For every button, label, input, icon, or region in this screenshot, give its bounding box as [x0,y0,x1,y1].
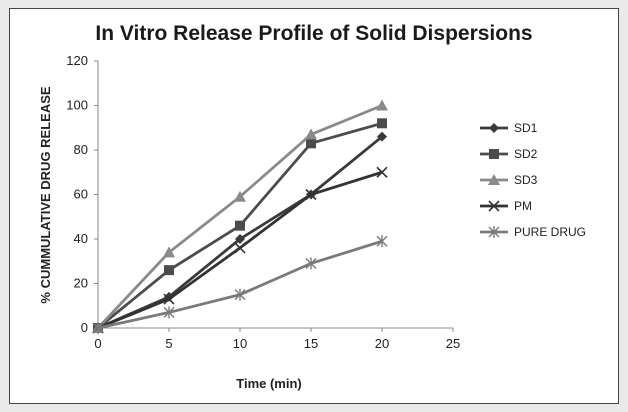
legend-label: SD2 [514,147,538,161]
legend-label: SD3 [514,173,538,187]
legend-item-pm: PM [480,199,532,213]
legend-marker [488,174,500,185]
y-tick-label: 20 [74,276,88,291]
data-point-pure-drug [376,235,388,248]
data-point-sd3 [376,99,388,111]
data-point-sd3 [163,246,175,258]
x-tick-label: 15 [304,336,318,351]
legend-item-sd1: SD1 [480,121,538,135]
x-tick-label: 5 [165,336,172,351]
data-point-pm [376,166,388,178]
x-tick-label: 0 [94,336,101,351]
data-point-pure-drug [305,257,317,270]
axes [94,60,454,332]
series-pure-drug [92,235,388,334]
data-point-pure-drug [234,288,246,301]
legend-marker [488,200,500,212]
y-tick-label: 120 [66,53,88,68]
data-point-pure-drug [163,306,175,319]
data-point-sd1 [377,131,387,142]
legend: SD1 SD2 SD3 PM PURE DRUG [480,121,586,239]
y-tick-label: 40 [74,231,88,246]
data-point-sd2 [164,265,174,276]
chart-title: In Vitro Release Profile of Solid Disper… [95,22,533,45]
plot-area [92,99,388,334]
y-tick-label: 100 [66,98,88,113]
legend-item-sd3: SD3 [480,173,538,187]
data-point-sd2 [377,118,387,129]
tick-labels: 0 20 40 60 80 100 120 0 5 10 15 20 25 [66,53,460,351]
x-tick-label: 20 [375,336,389,351]
legend-item-pure-drug: PURE DRUG [480,225,586,239]
y-tick-label: 80 [74,142,88,157]
data-point-sd1 [235,234,245,244]
legend-marker [489,149,499,159]
y-tick-label: 0 [81,320,88,335]
y-tick-label: 60 [74,187,88,202]
legend-marker [488,226,500,238]
y-axis-label: % CUMMULATIVE DRUG RELEASE [38,86,53,303]
chart-frame [9,8,619,404]
series-sd1 [93,131,387,333]
legend-label: PM [514,199,532,213]
marker-stroke [234,242,246,254]
marker-stroke [376,166,388,178]
data-point-sd2 [306,138,316,149]
data-point-sd2 [235,220,245,231]
legend-item-sd2: SD2 [480,147,538,161]
marker-stroke [305,188,317,201]
x-axis-label: Time (min) [236,376,302,391]
data-point-pure-drug [92,322,104,334]
marker-stroke [488,200,500,212]
data-point-sd3 [234,190,246,202]
data-point-sd3 [305,128,317,140]
data-point-pm [305,188,317,201]
series-pm [92,166,388,334]
marker-stroke [163,293,175,305]
legend-label: SD1 [514,121,538,135]
x-tick-label: 10 [233,336,247,351]
legend-marker [489,123,499,133]
legend-label: PURE DRUG [514,225,586,239]
series-sd2 [93,118,387,333]
data-point-pm [234,242,246,254]
data-point-pm [163,293,175,305]
x-tick-label: 25 [446,336,460,351]
